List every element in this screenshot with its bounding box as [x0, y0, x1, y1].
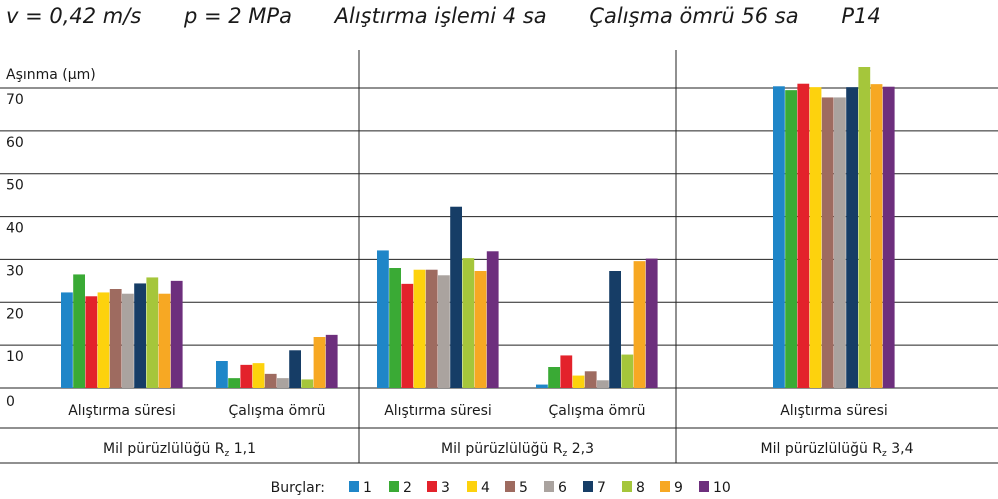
- y-tick-label: 0: [6, 394, 15, 410]
- legend-swatch-10: [699, 481, 709, 492]
- bar-panel2-group2-series9: [633, 261, 646, 388]
- bar-panel3-group1-series9: [870, 84, 883, 389]
- bar-panel1-group2-series10: [325, 334, 338, 388]
- chart-title: v = 0,42 m/s p = 2 MPa Alıştırma işlemi …: [6, 4, 881, 28]
- legend-label-8: 8: [636, 480, 645, 496]
- bar-panel2-group2-series2: [548, 367, 560, 388]
- legend-swatch-7: [583, 481, 593, 492]
- legend-title: Burçlar:: [271, 480, 325, 496]
- panel-label: Mil pürüzlülüğü Rz 2,3: [441, 441, 594, 459]
- bar-panel1-group1-series8: [146, 277, 159, 388]
- bar-panel1-group1-series4: [97, 292, 110, 388]
- bar-panel1-group1-series7: [134, 283, 146, 388]
- bar-panel3-group1-series10: [882, 86, 895, 388]
- bar-panel3-group1-series4: [809, 87, 822, 389]
- legend-swatch-4: [467, 481, 477, 492]
- panel-label: Mil pürüzlülüğü Rz 1,1: [103, 441, 256, 459]
- bar-panel2-group1-series9: [474, 271, 487, 388]
- bar-panel2-group2-series5: [584, 371, 597, 388]
- bar-panel1-group2-series5: [264, 373, 277, 388]
- bar-panel1-group1-series9: [158, 293, 171, 388]
- bar-panel1-group2-series9: [313, 337, 326, 388]
- y-tick-label: 40: [6, 221, 24, 237]
- bar-panel1-group1-series1: [61, 292, 73, 388]
- group-label: Alıştırma süresi: [780, 403, 888, 419]
- panel-label: Mil pürüzlülüğü Rz 3,4: [761, 441, 914, 459]
- group-label: Alıştırma süresi: [68, 403, 176, 419]
- bar-panel1-group1-series3: [85, 296, 98, 388]
- bar-panel2-group2-series4: [572, 375, 585, 388]
- title-service-life: Çalışma ömrü 56 sa: [589, 4, 799, 28]
- bar-panel1-group1-series5: [109, 289, 122, 388]
- y-tick-label: 70: [6, 92, 24, 108]
- y-tick-label: 20: [6, 306, 24, 322]
- legend-swatch-1: [349, 481, 359, 492]
- legend-label-5: 5: [519, 480, 528, 496]
- legend-label-10: 10: [713, 480, 731, 496]
- bar-panel3-group1-series1: [773, 86, 785, 389]
- legend-label-4: 4: [481, 480, 490, 496]
- bar-panel2-group2-series6: [597, 380, 609, 388]
- legend-swatch-9: [660, 481, 670, 492]
- title-material: P14: [841, 4, 881, 28]
- bar-panel2-group2-series10: [645, 258, 658, 388]
- legend-label-2: 2: [403, 480, 412, 496]
- bar-panel3-group1-series5: [821, 97, 834, 388]
- bar-panel3-group1-series6: [834, 97, 846, 388]
- legend-swatch-6: [544, 481, 554, 492]
- group-label: Çalışma ömrü: [229, 403, 326, 419]
- bar-panel3-group1-series2: [785, 90, 797, 389]
- bar-panel1-group2-series2: [228, 378, 240, 388]
- legend-label-6: 6: [558, 480, 567, 496]
- legend-swatch-2: [389, 481, 399, 492]
- legend-swatch-3: [427, 481, 437, 492]
- bar-panel1-group1-series6: [122, 293, 134, 388]
- group-label: Çalışma ömrü: [549, 403, 646, 419]
- legend-label-7: 7: [597, 480, 606, 496]
- bar-panel2-group2-series7: [609, 271, 621, 388]
- legend-swatch-5: [505, 481, 515, 492]
- bar-panel2-group1-series1: [377, 250, 389, 388]
- y-tick-label: 30: [6, 263, 24, 279]
- bar-panel2-group1-series2: [389, 268, 401, 388]
- bar-panel2-group1-series8: [462, 258, 475, 388]
- bar-panel1-group2-series6: [277, 378, 289, 388]
- bar-panel2-group1-series6: [438, 275, 450, 388]
- bar-panel3-group1-series8: [858, 67, 871, 388]
- bar-panel1-group2-series4: [252, 363, 265, 388]
- title-pressure: p = 2 MPa: [183, 4, 292, 28]
- bar-panel1-group2-series1: [216, 361, 228, 388]
- y-tick-label: 50: [6, 178, 24, 194]
- bar-panel2-group1-series3: [401, 283, 414, 388]
- bar-panel1-group2-series7: [289, 350, 301, 388]
- bar-panel3-group1-series3: [797, 83, 810, 388]
- bar-panel1-group1-series10: [170, 280, 183, 388]
- legend-label-1: 1: [363, 480, 372, 496]
- legend-swatch-8: [622, 481, 632, 492]
- bar-panel2-group2-series8: [621, 354, 634, 388]
- bar-panel2-group2-series3: [560, 355, 573, 388]
- bar-panel2-group1-series7: [450, 206, 462, 388]
- bar-panel1-group2-series8: [301, 379, 314, 388]
- bar-panel1-group1-series2: [73, 274, 85, 388]
- title-velocity: v = 0,42 m/s: [6, 4, 142, 28]
- group-label: Alıştırma süresi: [384, 403, 492, 419]
- legend-label-9: 9: [674, 480, 683, 496]
- y-tick-label: 60: [6, 135, 24, 151]
- legend-label-3: 3: [441, 480, 450, 496]
- bar-panel2-group2-series1: [536, 384, 548, 388]
- y-tick-label: 10: [6, 349, 24, 365]
- bar-panel2-group1-series10: [486, 251, 499, 388]
- bar-panel2-group1-series4: [413, 269, 426, 388]
- bar-panel1-group2-series3: [240, 364, 253, 388]
- title-running-in: Alıştırma işlemi 4 sa: [334, 4, 547, 28]
- bar-panel2-group1-series5: [425, 269, 438, 388]
- y-axis-label: Aşınma (µm): [6, 67, 96, 83]
- bar-panel3-group1-series7: [846, 87, 858, 389]
